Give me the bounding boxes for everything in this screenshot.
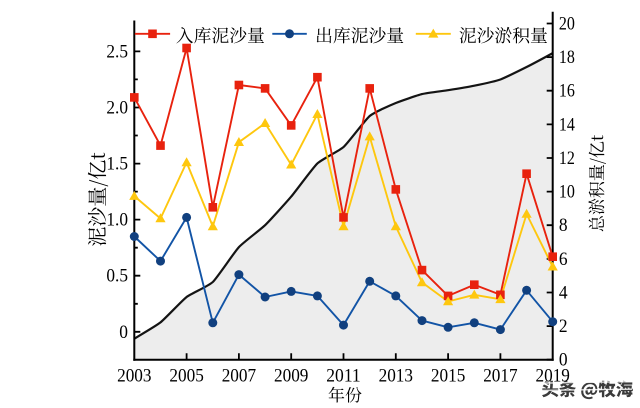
svg-text:2009: 2009	[274, 367, 308, 387]
svg-text:2017: 2017	[483, 367, 517, 387]
svg-text:0: 0	[119, 323, 128, 343]
svg-text:1.0: 1.0	[106, 211, 128, 231]
svg-text:2007: 2007	[222, 367, 256, 387]
svg-text:2: 2	[559, 317, 568, 337]
svg-text:12: 12	[559, 149, 575, 169]
svg-text:14: 14	[559, 115, 575, 135]
svg-text:10: 10	[559, 183, 575, 203]
svg-text:1.5: 1.5	[106, 155, 128, 175]
svg-text:6: 6	[559, 250, 568, 270]
svg-text:18: 18	[559, 48, 575, 68]
svg-text:0.5: 0.5	[106, 267, 128, 287]
svg-text:2019: 2019	[536, 367, 570, 387]
svg-text:2011: 2011	[326, 367, 360, 387]
svg-text:4: 4	[559, 284, 568, 304]
svg-text:2.5: 2.5	[106, 42, 128, 62]
svg-text:8: 8	[559, 216, 568, 236]
svg-text:16: 16	[559, 82, 575, 102]
svg-text:2003: 2003	[117, 367, 151, 387]
svg-text:2.0: 2.0	[106, 99, 128, 119]
svg-text:2013: 2013	[379, 367, 413, 387]
svg-text:20: 20	[559, 15, 575, 35]
svg-text:2015: 2015	[431, 367, 465, 387]
svg-text:2005: 2005	[169, 367, 203, 387]
svg-text:0: 0	[559, 351, 568, 371]
